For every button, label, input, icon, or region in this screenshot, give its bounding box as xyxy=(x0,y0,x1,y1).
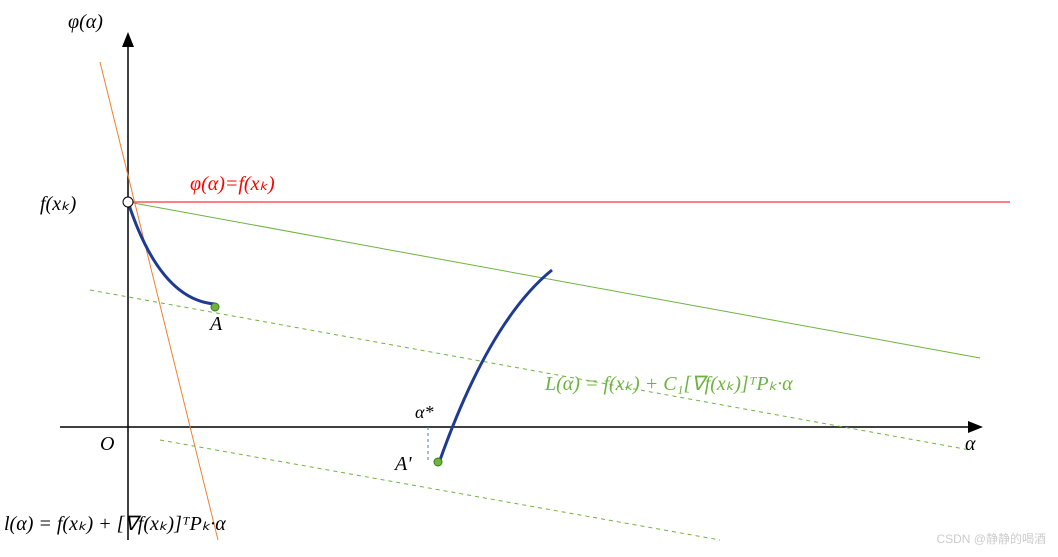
watermark-text: CSDN @静静的喝酒 xyxy=(936,530,1046,547)
point-a xyxy=(211,303,219,311)
line-search-diagram: φ(α) α O f(xₖ) φ(α)=f(xₖ) L(α) = f(xₖ) +… xyxy=(0,0,1058,557)
alpha-star-label: α* xyxy=(415,402,433,422)
origin-label: O xyxy=(100,433,114,455)
green-solid-line xyxy=(128,202,980,358)
point-a-prime xyxy=(434,458,442,466)
curve-a xyxy=(128,202,215,304)
green-line-label: L(α) = f(xₖ) + C₁[∇f(xₖ)]ᵀPₖ·α xyxy=(544,373,793,395)
fxk-label: f(xₖ) xyxy=(40,193,77,215)
green-lower-dashed-line xyxy=(160,440,720,540)
start-point xyxy=(123,197,133,207)
curve-a-prime xyxy=(440,270,552,460)
point-a-prime-label: A' xyxy=(393,453,412,475)
orange-line-label: l(α) = f(xₖ) + [∇f(xₖ)]ᵀPₖ·α xyxy=(4,513,226,535)
y-axis-label: φ(α) xyxy=(68,11,103,33)
x-axis-label: α xyxy=(965,433,976,455)
red-line-label: φ(α)=f(xₖ) xyxy=(190,173,275,195)
point-a-label: A xyxy=(208,313,223,335)
